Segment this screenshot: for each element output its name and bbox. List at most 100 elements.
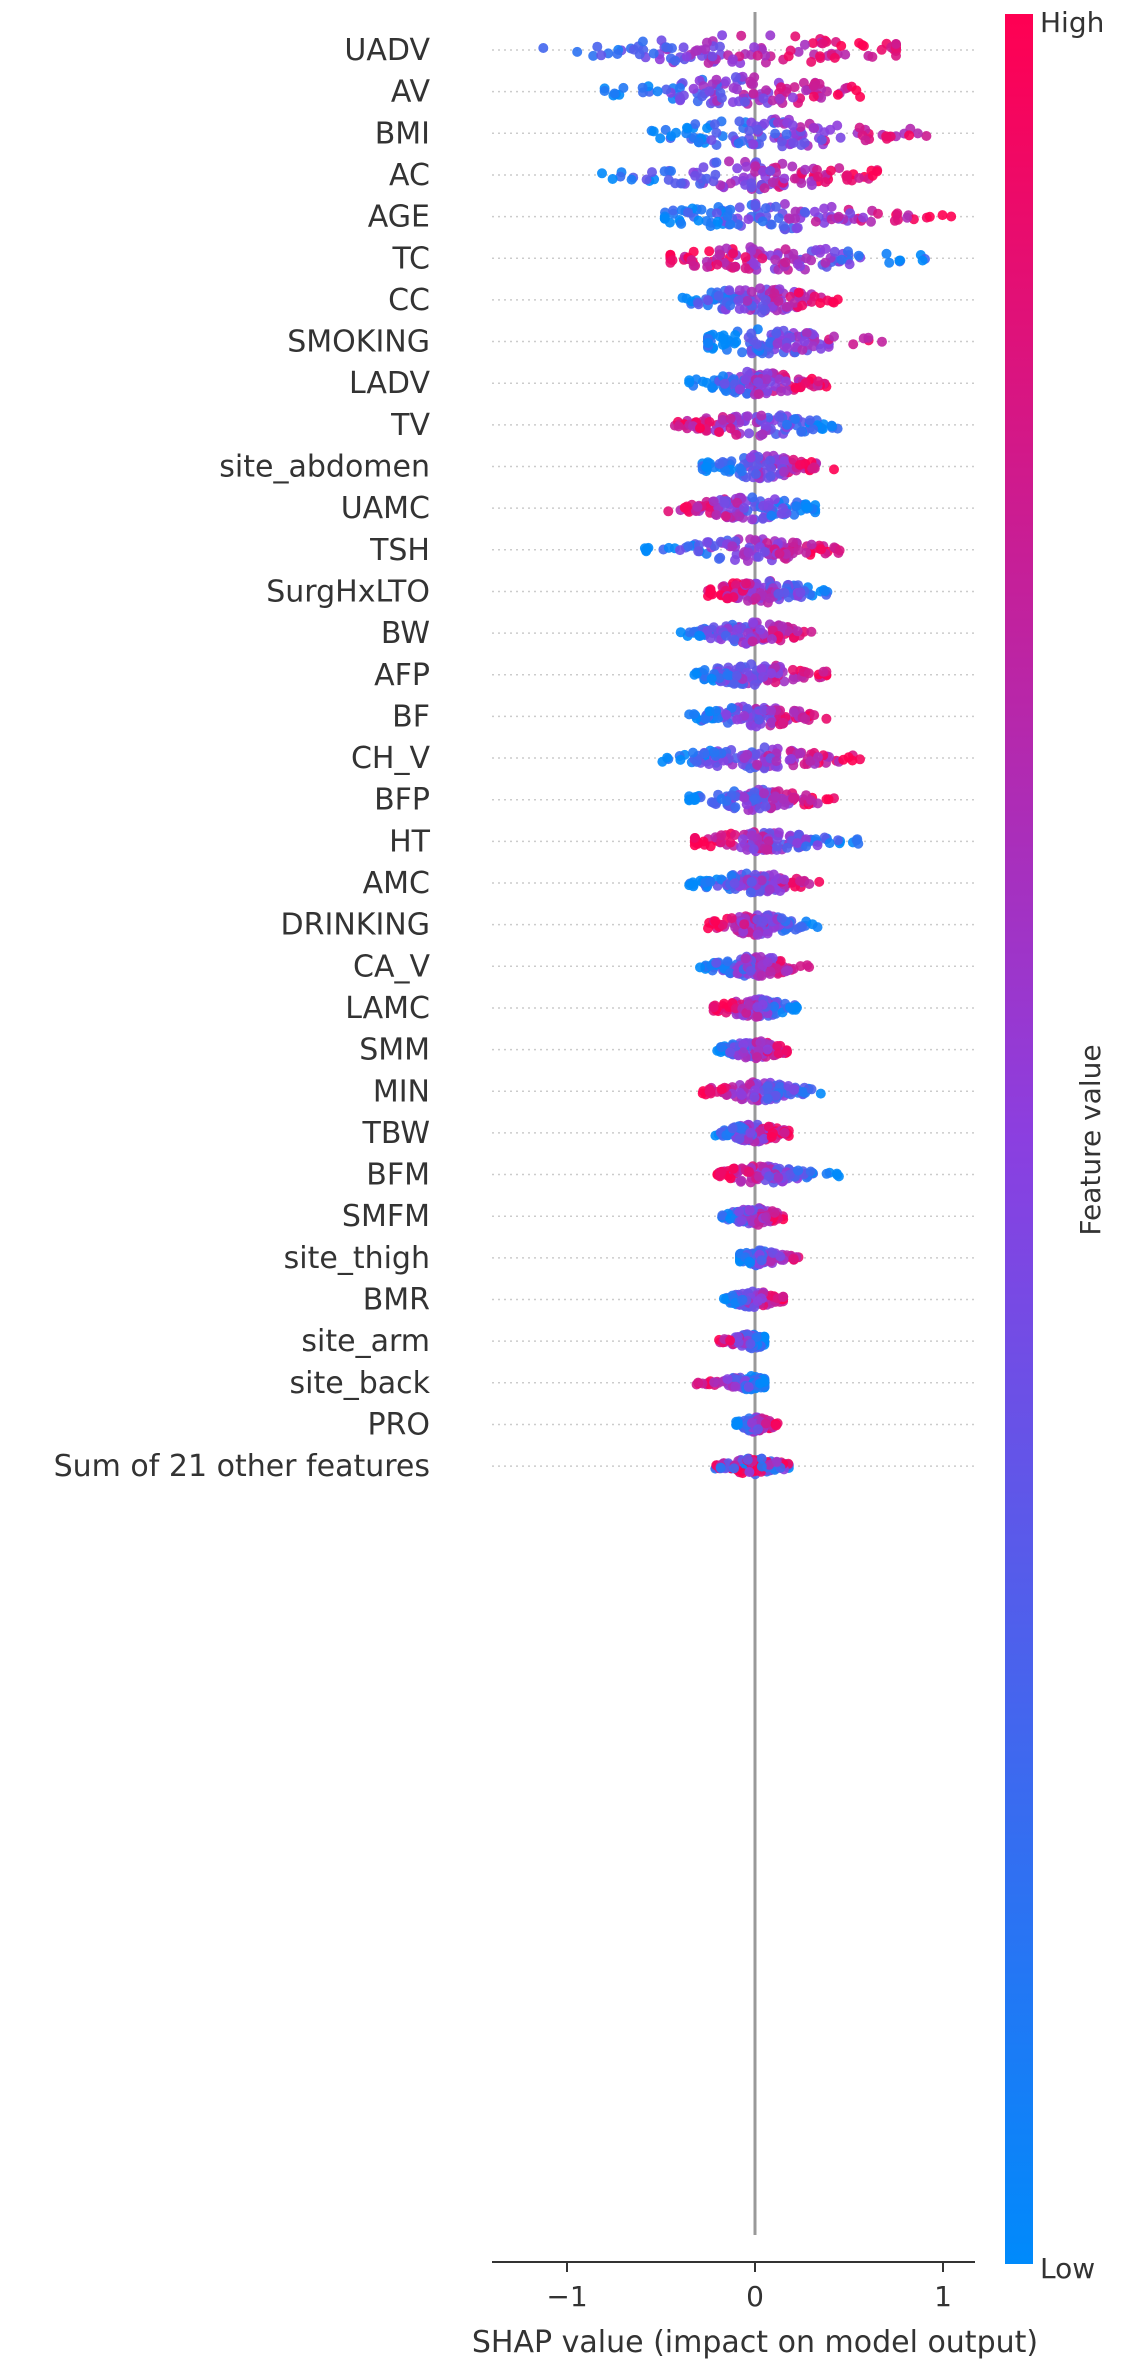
- shap-point: [745, 76, 756, 87]
- shap-point: [709, 1377, 720, 1388]
- shap-point: [789, 509, 800, 520]
- shap-point: [760, 203, 771, 214]
- shap-point: [795, 876, 806, 886]
- shap-point: [756, 1453, 767, 1464]
- shap-point: [725, 423, 736, 434]
- shap-point: [690, 119, 701, 130]
- shap-point: [749, 793, 760, 804]
- shap-point: [760, 295, 771, 305]
- shap-point: [750, 469, 761, 480]
- shap-point: [734, 511, 745, 522]
- shap-point: [648, 48, 659, 59]
- shap-point: [815, 51, 825, 62]
- shap-point: [730, 830, 740, 840]
- shap-point: [761, 421, 771, 432]
- shap-point: [836, 254, 847, 265]
- shap-point: [866, 216, 876, 227]
- shap-point: [641, 174, 652, 185]
- shap-point: [829, 464, 839, 475]
- shap-point: [881, 248, 892, 259]
- shap-point: [756, 664, 767, 674]
- shap-point: [740, 263, 751, 274]
- shap-point: [748, 258, 759, 269]
- shap-point: [729, 338, 740, 349]
- shap-point: [766, 668, 777, 679]
- shap-point: [693, 299, 704, 310]
- shap-point: [779, 466, 789, 477]
- swarm-ch-v: [657, 742, 865, 774]
- shap-point: [609, 88, 620, 99]
- shap-point: [732, 497, 743, 508]
- shap-point: [786, 753, 797, 764]
- shap-point: [689, 833, 700, 843]
- x-tick-label: 0: [746, 2280, 764, 2313]
- feature-label-drinking: DRINKING: [281, 908, 430, 943]
- shap-point: [671, 127, 681, 138]
- shap-point: [791, 501, 802, 512]
- shap-point: [711, 74, 722, 85]
- shap-point: [790, 31, 801, 42]
- shap-point: [761, 85, 772, 96]
- shap-point: [854, 173, 865, 183]
- shap-point: [829, 246, 840, 257]
- shap-point: [774, 548, 785, 559]
- shap-point: [780, 244, 791, 255]
- feature-label-smoking: SMOKING: [287, 325, 430, 360]
- shap-point: [694, 630, 705, 641]
- shap-point: [722, 670, 733, 681]
- shap-point: [804, 415, 815, 426]
- shap-point: [801, 841, 812, 852]
- shap-point: [804, 879, 815, 889]
- feature-label-tsh: TSH: [369, 533, 430, 568]
- shap-point: [825, 165, 836, 176]
- shap-point: [743, 1382, 754, 1392]
- shap-point: [800, 714, 811, 724]
- shap-point: [716, 830, 727, 841]
- shap-point: [724, 156, 734, 167]
- shap-point: [848, 339, 859, 350]
- shap-point: [743, 595, 753, 606]
- shap-point: [750, 200, 761, 210]
- shap-point: [706, 135, 717, 146]
- shap-point: [801, 85, 812, 96]
- shap-point: [771, 1456, 782, 1467]
- shap-point: [739, 753, 750, 763]
- shap-point: [732, 714, 743, 725]
- shap-point: [662, 752, 673, 763]
- feature-label-bmi: BMI: [375, 116, 430, 151]
- shap-point: [728, 592, 739, 603]
- colorbar-title: Feature value: [1074, 1044, 1107, 1235]
- shap-point: [676, 218, 687, 229]
- shap-point: [745, 452, 756, 463]
- shap-point: [770, 1090, 781, 1101]
- shap-point: [787, 537, 798, 548]
- shap-point: [684, 709, 695, 720]
- shap-point: [761, 1212, 771, 1223]
- shap-point: [821, 1168, 832, 1179]
- shap-point: [749, 42, 760, 53]
- shap-point: [684, 880, 695, 891]
- shap-point: [873, 208, 883, 219]
- shap-point: [747, 636, 758, 647]
- shap-point: [774, 411, 784, 422]
- shap-point: [773, 213, 784, 224]
- shap-point: [805, 756, 816, 767]
- shap-point: [730, 72, 741, 83]
- shap-point: [806, 296, 817, 307]
- shap-point: [770, 128, 781, 139]
- shap-point: [853, 250, 864, 261]
- shap-point: [789, 173, 800, 184]
- shap-point: [813, 376, 824, 387]
- shap-point: [799, 137, 810, 148]
- shap-point: [755, 952, 766, 962]
- shap-point: [659, 166, 670, 177]
- shap-point: [715, 41, 725, 52]
- shap-point: [767, 95, 778, 106]
- shap-point: [712, 259, 723, 270]
- shap-point: [684, 377, 695, 388]
- shap-point: [781, 302, 792, 312]
- shap-point: [801, 834, 811, 845]
- shap-point: [742, 366, 753, 377]
- shap-point: [747, 492, 758, 503]
- shap-point: [663, 506, 674, 517]
